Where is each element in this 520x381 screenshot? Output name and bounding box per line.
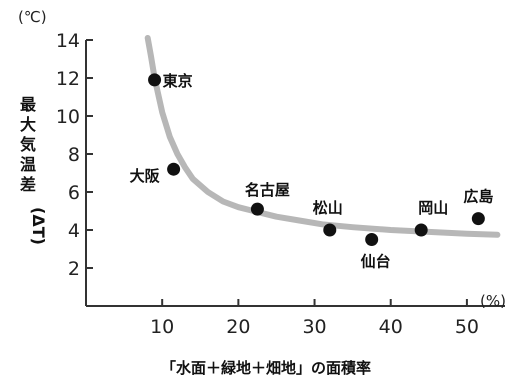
x-axis-label: 「水面＋緑地＋畑地」の面積率	[161, 359, 371, 377]
point-label: 大阪	[130, 167, 161, 185]
y-tick-label: 2	[68, 258, 80, 280]
y-label-char: 大	[20, 115, 36, 134]
point-label: 松山	[313, 199, 343, 217]
x-tick-label: 10	[150, 316, 174, 338]
x-tick-label: 30	[302, 316, 326, 338]
x-tick-label: 20	[226, 316, 250, 338]
data-point	[250, 202, 264, 216]
y-tick-label: 10	[56, 106, 80, 128]
data-point	[148, 73, 162, 87]
y-ticks: 2 4 6 8 10 12 14	[56, 30, 93, 280]
point-label: 岡山	[418, 199, 448, 217]
y-label-symbol: (ΔT)	[29, 207, 48, 245]
y-label-char: 温	[19, 155, 36, 174]
data-point	[167, 162, 181, 176]
data-point	[323, 223, 337, 237]
y-label-char: 気	[20, 135, 36, 154]
x-ticks: 10 20 30 40 50	[150, 299, 479, 338]
y-label-char: 最	[20, 95, 37, 114]
y-tick-label: 8	[68, 144, 80, 166]
data-point	[365, 233, 379, 246]
x-tick-label: 40	[379, 316, 403, 338]
data-point	[471, 212, 485, 226]
data-point	[414, 223, 428, 237]
x-tick-label: 50	[455, 316, 479, 338]
point-label: 広島	[463, 188, 493, 206]
y-tick-label: 12	[56, 68, 80, 90]
x-unit: (%)	[480, 292, 506, 310]
point-label: 仙台	[361, 253, 391, 271]
y-tick-label: 6	[68, 182, 80, 204]
point-label: 東京	[163, 72, 193, 90]
y-unit: (℃)	[18, 8, 47, 26]
y-tick-label: 14	[56, 30, 80, 52]
trend-curve	[144, 35, 501, 238]
point-label: 名古屋	[245, 181, 290, 199]
y-tick-label: 4	[68, 220, 80, 242]
y-label-char: 差	[20, 175, 36, 194]
